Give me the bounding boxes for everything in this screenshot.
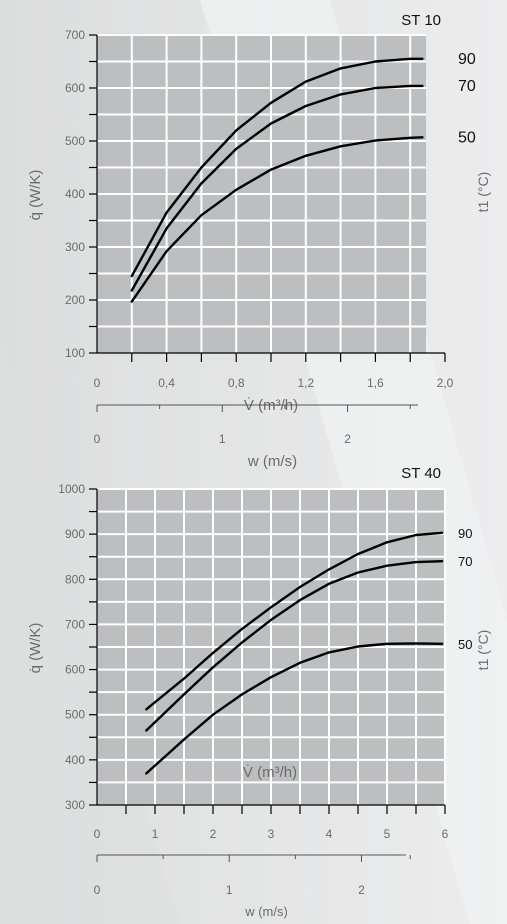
x-tick-label: 1,6 <box>367 376 384 390</box>
y-tick-label: 600 <box>65 663 85 677</box>
series-label-70: 70 <box>458 78 476 95</box>
x-tick-label: 0 <box>94 376 101 390</box>
series-line-70 <box>130 84 424 292</box>
secondary-x-axis-label: w (m/s) <box>244 904 288 919</box>
y-tick-label: 500 <box>65 134 85 148</box>
y-tick-label: 700 <box>65 617 85 631</box>
x-tick-label: 0,4 <box>158 376 175 390</box>
chart-st40: 300 400 500 600 700 800 900 1000 0 1 2 3 4 5 6 90 70 50 ST… <box>27 465 491 919</box>
y-tick-label: 1000 <box>58 482 85 496</box>
secondary-x-tick-label: 1 <box>219 432 226 446</box>
x-axis-label: V̇ (m³/h) <box>243 764 297 781</box>
series-line-50 <box>130 136 424 303</box>
series-label-90: 90 <box>458 51 476 68</box>
x-tick-label: 1 <box>152 827 159 841</box>
y-tick-label: 600 <box>65 81 85 95</box>
series-label-50: 50 <box>458 637 472 652</box>
y-tick-label: 400 <box>65 753 85 767</box>
y-tick-label: 500 <box>65 708 85 722</box>
x-tick-label: 0,8 <box>228 376 245 390</box>
y-tick-label: 900 <box>65 527 85 541</box>
secondary-x-axis-label: w (m/s) <box>247 453 297 470</box>
x-tick-label: 6 <box>442 827 449 841</box>
y-tick-label: 300 <box>65 240 85 254</box>
y-tick-label: 100 <box>65 346 85 360</box>
series-label-90: 90 <box>458 526 472 541</box>
chart-title: ST 10 <box>401 12 441 29</box>
x-tick-label: 5 <box>384 827 391 841</box>
secondary-x-tick-label: 0 <box>94 432 101 446</box>
x-tick-label: 2 <box>210 827 217 841</box>
x-tick-label: 2,0 <box>437 376 454 390</box>
series-line-50 <box>145 642 444 775</box>
secondary-x-tick-label: 0 <box>94 883 101 897</box>
right-axis-label: t1 (°C) <box>475 172 491 213</box>
y-tick-label: 800 <box>65 572 85 586</box>
y-tick-label: 700 <box>65 28 85 42</box>
chart-title: ST 40 <box>401 465 441 482</box>
y-tick-label: 200 <box>65 293 85 307</box>
series-line-90 <box>145 531 444 711</box>
secondary-x-tick-label: 1 <box>226 883 233 897</box>
y-tick-label: 400 <box>65 187 85 201</box>
y-axis-label: q̇ (W/K) <box>27 623 44 674</box>
y-tick-label: 300 <box>65 798 85 812</box>
secondary-x-tick-label: 2 <box>358 883 365 897</box>
x-tick-label: 1,2 <box>297 376 314 390</box>
y-axis-label: q̇ (W/K) <box>27 170 44 221</box>
series-label-70: 70 <box>458 554 472 569</box>
series-line-70 <box>145 560 444 732</box>
secondary-x-tick-label: 2 <box>344 432 351 446</box>
series-label-50: 50 <box>458 129 476 146</box>
x-tick-label: 4 <box>326 827 333 841</box>
right-axis-label: t1 (°C) <box>475 630 491 671</box>
x-tick-label: 0 <box>94 827 101 841</box>
series-line-90 <box>130 57 424 278</box>
x-tick-label: 3 <box>268 827 275 841</box>
